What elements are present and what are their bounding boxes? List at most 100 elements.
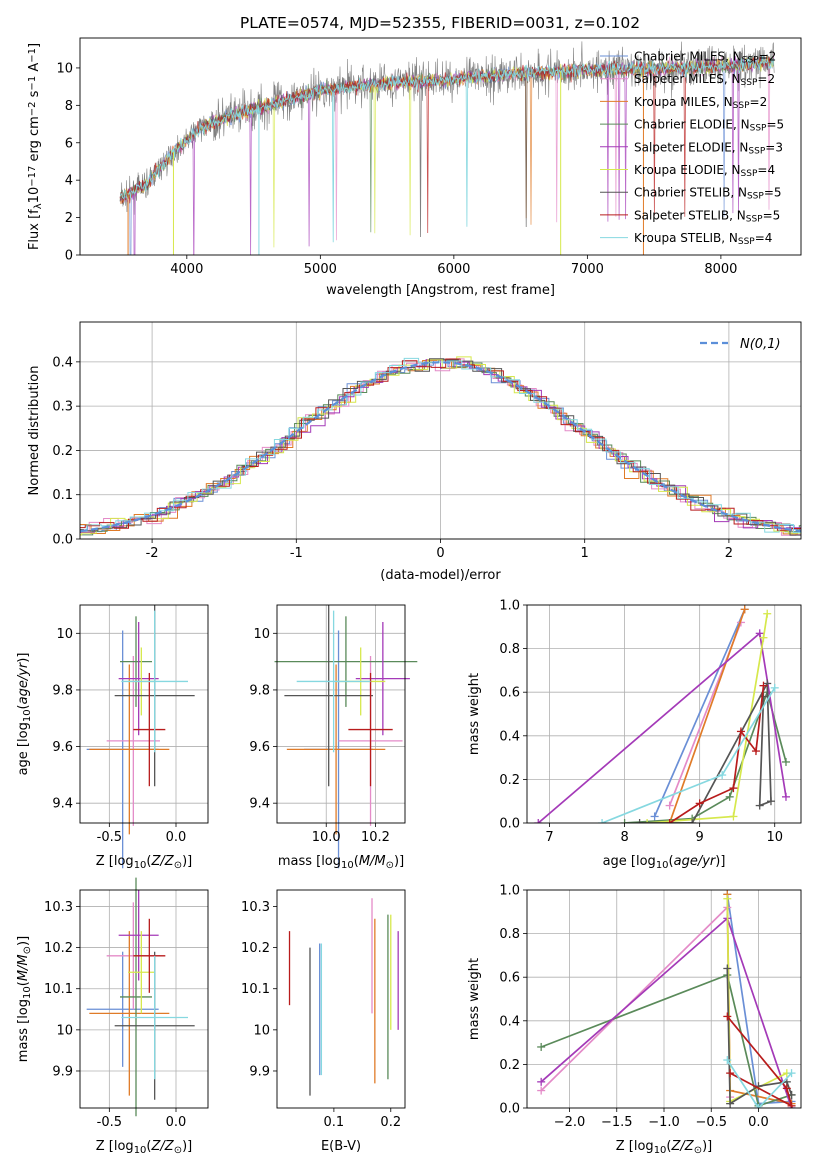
x-tick-label: -0.5 [97, 1115, 122, 1130]
label-part: ( [354, 854, 359, 869]
x-axis-label: Z [log10(Z/Z⊙)] [96, 854, 193, 871]
x-axis-label: E(B-V) [321, 1139, 361, 1154]
y-tick-label: 10 [56, 1023, 73, 1038]
y-tick-label: 1.0 [499, 884, 520, 899]
legend-text: Chabrier STELIB, N [634, 186, 747, 200]
x-axis-label: mass [log10(M/M⊙)] [278, 854, 404, 871]
x-tick-label: 10.0 [312, 830, 341, 845]
legend-tail: =5 [763, 208, 781, 222]
y-tick-label: 0.3 [52, 400, 73, 415]
label-part: )] [702, 1139, 712, 1154]
weight-marker [787, 1069, 796, 1078]
error-point [118, 890, 159, 981]
label-part: )] [182, 854, 192, 869]
weight-series [653, 609, 746, 817]
weight-marker [736, 727, 745, 736]
y-tick-label: 9.9 [52, 1064, 73, 1079]
weight-marker [766, 797, 775, 806]
y-tick-label: 2 [65, 211, 73, 226]
y-axis-label-part: −17 [27, 166, 38, 187]
error-point [133, 672, 166, 787]
legend-text: Kroupa ELODIE, N [634, 163, 741, 177]
legend-sub: SSP [747, 192, 764, 202]
legend-sub: SSP [741, 169, 758, 179]
weight-marker [759, 692, 768, 701]
weight-marker [688, 819, 697, 823]
legend-tail: =4 [757, 163, 775, 177]
plot-area [537, 890, 796, 1108]
x-tick-label: 5000 [304, 262, 337, 277]
weight-marker [718, 771, 727, 780]
x-tick-label: 6000 [437, 262, 470, 277]
axes-frame [79, 604, 209, 824]
y-tick-label: 0.4 [499, 729, 520, 744]
panel-spectrum: 4000 5000 6000 7000 8000 0 2 4 6 8 10 wavelength [A… [27, 37, 802, 298]
y-axis-label-part: −2 [27, 101, 38, 116]
label-part: age [log [603, 854, 656, 869]
y-axis-label-part: λ [33, 203, 44, 209]
y-tick-label: 9.6 [52, 740, 73, 755]
axes-frame [79, 321, 802, 540]
y-tick-label: 0.8 [499, 642, 520, 657]
label-part: M/M [16, 954, 31, 981]
y-axis-label-part: −1 [27, 48, 38, 63]
weight-marker [782, 1084, 791, 1093]
label-part: age [log [16, 722, 31, 775]
y-tick-label: 10 [56, 61, 73, 76]
weight-marker [726, 1069, 735, 1078]
y-tick-label: 0.0 [499, 1102, 520, 1117]
legend-text: Kroupa STELIB, N [634, 231, 738, 245]
x-tick-label: 2 [725, 546, 733, 561]
y-tick-label: 9.8 [52, 683, 73, 698]
y-axis-label-part: ] [27, 43, 42, 48]
plot-area [80, 356, 801, 536]
weight-marker [723, 964, 732, 973]
y-axis-label: Normed distribution [27, 366, 42, 496]
weight-series [668, 609, 746, 823]
weight-marker [537, 1042, 546, 1051]
weight-marker [740, 605, 749, 614]
panel-mass_vs_EBV: 0.1 0.2 9.9 10 10.1 10.2 10.3 E(B-V) [241, 889, 406, 1154]
residual-histogram [80, 356, 801, 536]
error-point [120, 616, 152, 707]
axes-frame [276, 604, 406, 824]
weight-series [540, 973, 792, 1107]
legend-tail: =5 [764, 186, 782, 200]
panel-residuals: -2 -1 0 1 2 0.0 0.1 0.2 0.3 0.4 (data-model)/error… [27, 321, 802, 583]
y-axis-label-part: 10 [27, 187, 42, 204]
y-axis-label-part: erg cm [27, 116, 42, 165]
legend-text: Salpeter MILES, N [634, 72, 741, 86]
y-tick-label: 0.1 [52, 488, 73, 503]
error-point [296, 610, 371, 753]
x-axis-label: Z [log10(Z/Z⊙)] [616, 1139, 713, 1156]
x-axis-label: (data-model)/error [380, 568, 501, 583]
error-point [120, 877, 152, 1117]
y-tick-label: 10.2 [44, 941, 73, 956]
weight-marker [755, 801, 764, 810]
x-tick-label: 1 [581, 546, 589, 561]
weight-marker [755, 629, 764, 638]
label-part: ( [146, 854, 151, 869]
x-tick-label: 7000 [571, 262, 604, 277]
y-axis-label-part: A [27, 63, 42, 76]
label-part: ( [16, 981, 31, 986]
y-tick-label: 10 [56, 627, 73, 642]
legend-tail: =5 [766, 118, 784, 132]
label-part: Z [log [616, 1139, 654, 1154]
plot-area [534, 605, 790, 823]
y-axis-label: age [log10(age/yr)] [16, 653, 33, 776]
legend-sub: SSP [750, 124, 767, 134]
legend-entry: Kroupa ELODIE, NSSP=4 [634, 163, 775, 179]
y-tick-label: 0.6 [499, 971, 520, 986]
legend-tail: =2 [750, 95, 768, 109]
plot-area [274, 605, 418, 869]
y-tick-label: 10.1 [241, 982, 270, 997]
weight-series [726, 894, 792, 1105]
weight-marker [725, 792, 734, 801]
label-part: E(B-V) [321, 1139, 361, 1154]
x-tick-label: −0.5 [695, 1115, 727, 1130]
label-part: Z [log [96, 854, 134, 869]
x-tick-label: 0.0 [166, 830, 187, 845]
